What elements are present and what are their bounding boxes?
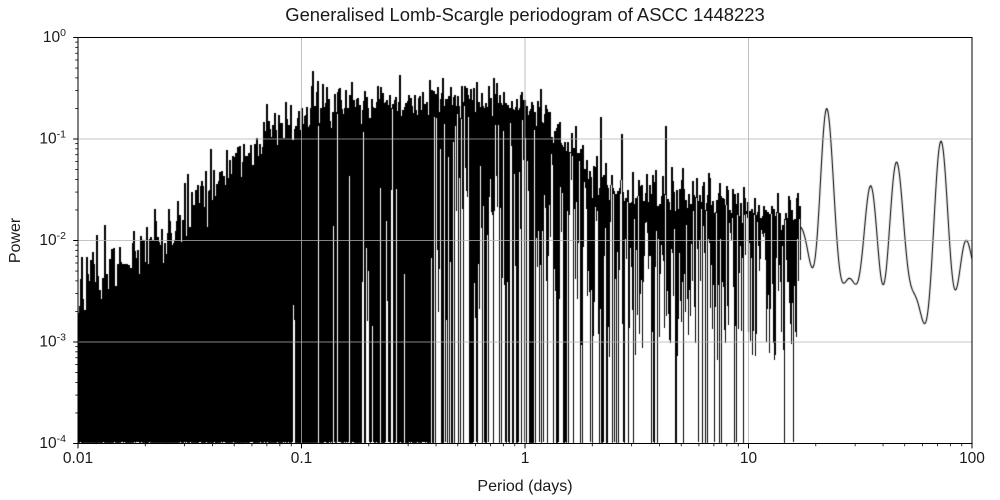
svg-text:Period (days): Period (days) <box>477 478 572 495</box>
svg-text:100: 100 <box>959 450 985 467</box>
svg-text:1: 1 <box>521 450 530 467</box>
svg-text:0.1: 0.1 <box>291 450 313 467</box>
svg-text:100: 100 <box>43 27 66 46</box>
svg-text:Generalised Lomb-Scargle perio: Generalised Lomb-Scargle periodogram of … <box>285 4 764 25</box>
svg-text:Power: Power <box>7 217 24 263</box>
svg-text:10: 10 <box>740 450 758 467</box>
svg-text:0.01: 0.01 <box>63 450 93 467</box>
svg-text:10-3: 10-3 <box>39 332 66 351</box>
svg-text:10-2: 10-2 <box>39 230 66 249</box>
svg-text:10-1: 10-1 <box>39 129 66 148</box>
